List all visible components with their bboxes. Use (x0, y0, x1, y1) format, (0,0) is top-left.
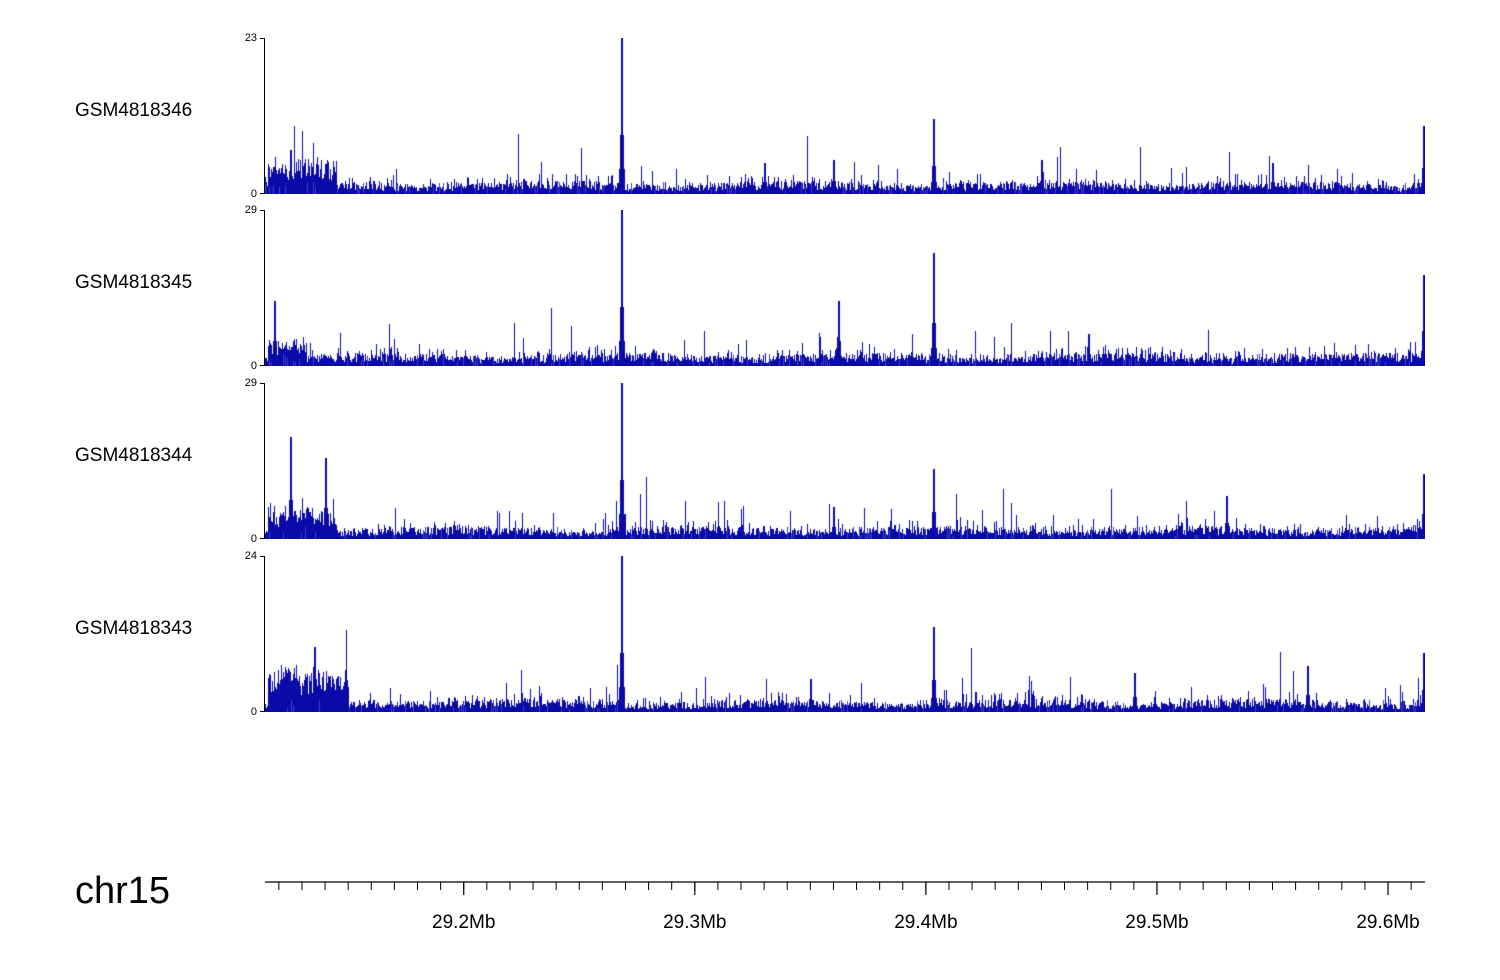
track-zero-label: 0 (250, 706, 257, 718)
track-row: GSM4818343 24 0 (0, 550, 1500, 718)
track-ymax-label: 29 (244, 377, 257, 389)
track-zero-label: 0 (250, 188, 257, 200)
chromosome-label: chr15 (75, 870, 171, 912)
track-label: GSM4818343 (75, 618, 193, 639)
track-plot-area: 29 0 (245, 377, 1425, 545)
genome-ruler: chr15 29.2Mb 29.3Mb 29.4Mb 29.5Mb 29.6Mb (0, 868, 1500, 968)
ruler-tick-label: 29.6Mb (1356, 912, 1419, 933)
track-ymax-label: 23 (244, 32, 257, 44)
y-axis-line (264, 383, 265, 539)
y-axis-top-tick (260, 556, 265, 557)
track-signal-canvas (265, 556, 1425, 712)
track-plot-area: 23 0 (245, 32, 1425, 200)
y-axis-top-tick (260, 210, 265, 211)
ruler-tick-label: 29.2Mb (432, 912, 495, 933)
track-row: GSM4818344 29 0 (0, 377, 1500, 545)
track-label: GSM4818344 (75, 445, 193, 466)
track-zero-label: 0 (250, 360, 257, 372)
y-axis-zero-tick (260, 711, 265, 712)
y-axis-line (264, 38, 265, 194)
ruler-tick-label: 29.4Mb (894, 912, 957, 933)
track-label: GSM4818346 (75, 100, 193, 121)
y-axis-line (264, 556, 265, 712)
track-zero-label: 0 (250, 533, 257, 545)
ruler-tick-label: 29.5Mb (1125, 912, 1188, 933)
ruler-tick-label: 29.3Mb (663, 912, 726, 933)
track-label: GSM4818345 (75, 272, 193, 293)
track-ymax-label: 24 (244, 550, 257, 562)
track-row: GSM4818346 23 0 (0, 32, 1500, 200)
track-signal-canvas (265, 38, 1425, 194)
ruler-axis: 29.2Mb 29.3Mb 29.4Mb 29.5Mb 29.6Mb (265, 881, 1425, 933)
track-ymax-label: 29 (244, 204, 257, 216)
track-signal-canvas (265, 210, 1425, 366)
y-axis-zero-tick (260, 365, 265, 366)
y-axis-line (264, 210, 265, 366)
track-plot-area: 29 0 (245, 204, 1425, 372)
y-axis-top-tick (260, 38, 265, 39)
track-plot-area: 24 0 (245, 550, 1425, 718)
y-axis-zero-tick (260, 538, 265, 539)
track-row: GSM4818345 29 0 (0, 204, 1500, 372)
track-signal-canvas (265, 383, 1425, 539)
y-axis-top-tick (260, 383, 265, 384)
y-axis-zero-tick (260, 193, 265, 194)
